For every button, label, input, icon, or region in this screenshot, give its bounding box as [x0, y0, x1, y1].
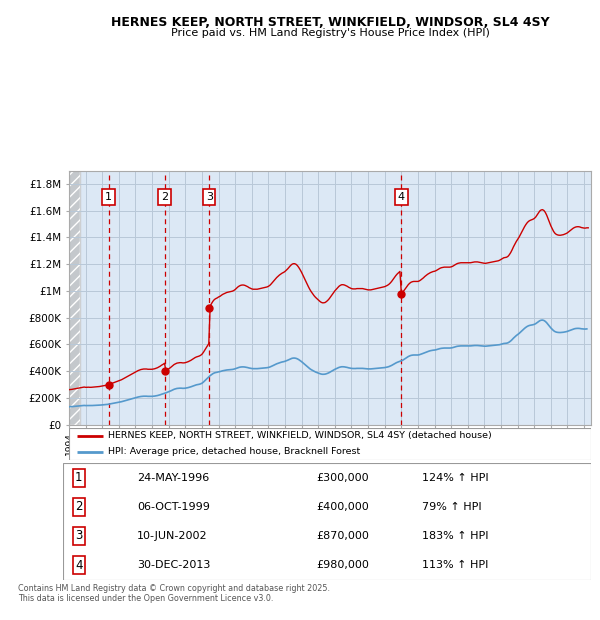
Text: 10-JUN-2002: 10-JUN-2002	[137, 531, 208, 541]
Text: £400,000: £400,000	[316, 502, 369, 512]
Text: £980,000: £980,000	[316, 560, 370, 570]
Text: £300,000: £300,000	[316, 472, 369, 483]
Text: HERNES KEEP, NORTH STREET, WINKFIELD, WINDSOR, SL4 4SY: HERNES KEEP, NORTH STREET, WINKFIELD, WI…	[110, 16, 550, 29]
Text: 30-DEC-2013: 30-DEC-2013	[137, 560, 210, 570]
Text: 113% ↑ HPI: 113% ↑ HPI	[422, 560, 488, 570]
Text: 124% ↑ HPI: 124% ↑ HPI	[422, 472, 488, 483]
Text: 3: 3	[206, 192, 213, 202]
Text: Contains HM Land Registry data © Crown copyright and database right 2025.
This d: Contains HM Land Registry data © Crown c…	[18, 584, 330, 603]
Text: 4: 4	[75, 559, 83, 572]
Bar	[69, 170, 80, 425]
Text: 3: 3	[75, 529, 83, 542]
Text: 06-OCT-1999: 06-OCT-1999	[137, 502, 210, 512]
Text: 1: 1	[105, 192, 112, 202]
Bar	[69, 170, 80, 425]
Text: 24-MAY-1996: 24-MAY-1996	[137, 472, 209, 483]
Text: 2: 2	[75, 500, 83, 513]
Text: 79% ↑ HPI: 79% ↑ HPI	[422, 502, 482, 512]
Text: 2: 2	[161, 192, 168, 202]
Text: £870,000: £870,000	[316, 531, 370, 541]
Text: 183% ↑ HPI: 183% ↑ HPI	[422, 531, 488, 541]
Text: HPI: Average price, detached house, Bracknell Forest: HPI: Average price, detached house, Brac…	[108, 448, 361, 456]
Text: 1: 1	[75, 471, 83, 484]
Text: 4: 4	[398, 192, 405, 202]
Text: HERNES KEEP, NORTH STREET, WINKFIELD, WINDSOR, SL4 4SY (detached house): HERNES KEEP, NORTH STREET, WINKFIELD, WI…	[108, 432, 492, 440]
Text: Price paid vs. HM Land Registry's House Price Index (HPI): Price paid vs. HM Land Registry's House …	[170, 28, 490, 38]
